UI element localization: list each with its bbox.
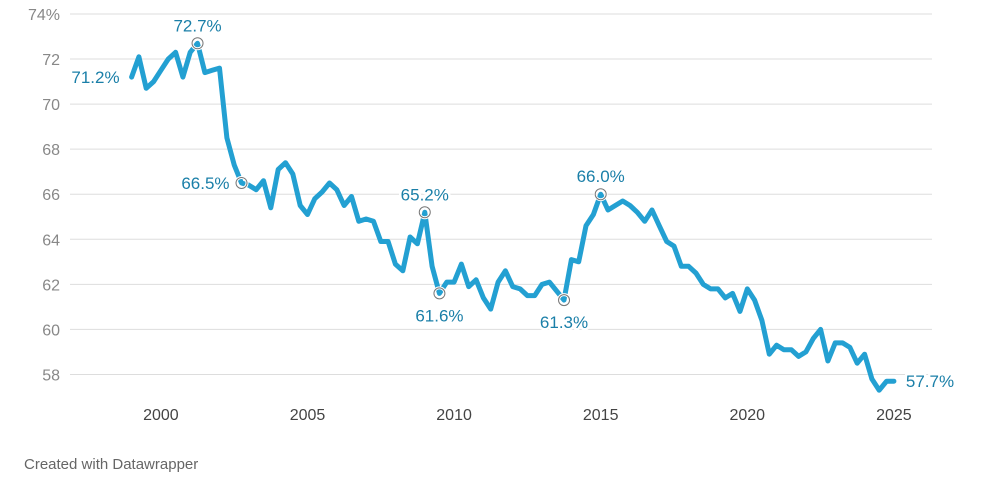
annotation-marker (594, 188, 607, 201)
annotation-label: 66.5% (181, 174, 229, 193)
series-line (129, 40, 897, 393)
y-tick-label: 66 (42, 187, 60, 204)
annotation-label-halo: 72.7% (173, 16, 221, 35)
annotation-label: 72.7% (173, 16, 221, 35)
y-tick-label: 74% (28, 7, 60, 24)
annotation-marker (191, 37, 204, 50)
annotation-label: 61.6% (415, 306, 463, 325)
y-tick-label: 58 (42, 367, 60, 384)
annotation-label-halo: 61.6% (415, 306, 463, 325)
annotation-marker (418, 206, 431, 219)
x-tick-label: 2010 (436, 407, 472, 424)
annotation-label-halo: 71.2% (71, 68, 119, 87)
annotation-marker (433, 287, 446, 300)
y-tick-label: 60 (42, 322, 60, 339)
annotation-label: 66.0% (577, 167, 625, 186)
annotation-label-halo: 66.0% (577, 167, 625, 186)
line-chart: 74% 72 70 68 66 64 62 60 58 2000 2005 2010 2015 2020… (27, 7, 957, 424)
annotation-label: 71.2% (71, 68, 119, 87)
annotation-marker (235, 176, 248, 189)
gridlines (70, 13, 932, 375)
x-tick-label: 2020 (729, 407, 765, 424)
x-tick-label: 2015 (583, 407, 619, 424)
x-tick-label: 2025 (876, 407, 912, 424)
y-tick-label: 62 (42, 277, 60, 294)
y-tick-label: 68 (42, 142, 60, 159)
annotation-label-halo: 57.7% (906, 372, 954, 391)
series-line-layer (129, 40, 897, 393)
annotation-label-halo: 66.5% (181, 174, 229, 193)
annotation-label-halo: 65.2% (401, 185, 449, 204)
y-tick-label: 70 (42, 97, 60, 114)
annotation-label: 61.3% (540, 313, 588, 332)
x-axis-ticks: 2000 2005 2010 2015 2020 2025 (143, 407, 912, 424)
y-tick-label: 64 (42, 232, 60, 249)
footer-credit: Created with Datawrapper (24, 456, 199, 473)
annotations: 71.2%71.2%72.7%72.7%66.5%66.5%65.2%65.2%… (69, 14, 957, 394)
annotation-marker (558, 294, 571, 307)
annotation-label: 57.7% (906, 372, 954, 391)
y-tick-label: 72 (42, 52, 60, 69)
y-axis-ticks: 74% 72 70 68 66 64 62 60 58 (28, 7, 60, 384)
x-tick-label: 2005 (290, 407, 326, 424)
annotation-label: 65.2% (401, 185, 449, 204)
annotation-label-halo: 61.3% (540, 313, 588, 332)
x-tick-label: 2000 (143, 407, 179, 424)
